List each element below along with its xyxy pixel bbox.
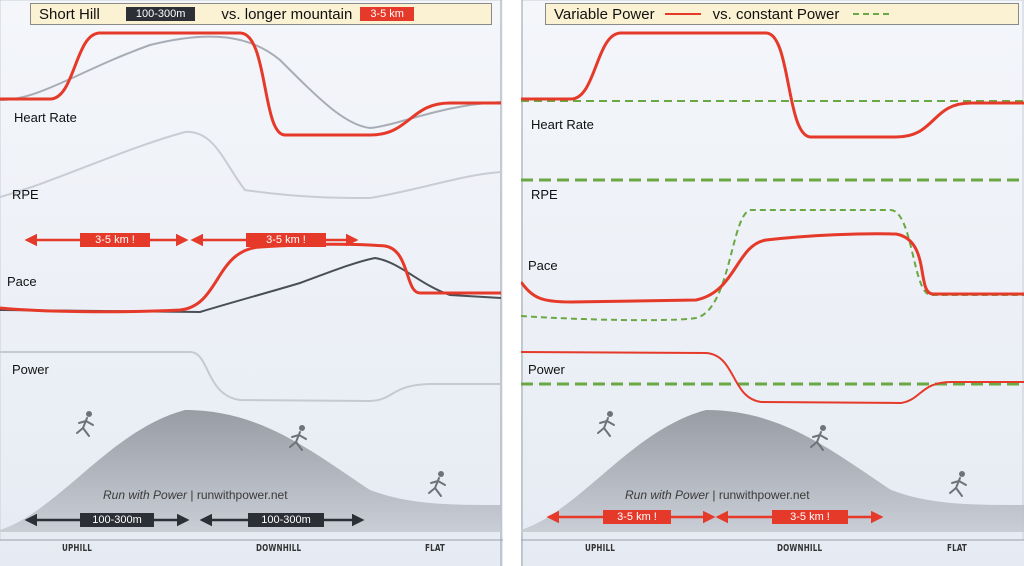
label-heart-rate: Heart Rate: [14, 110, 77, 125]
short-hill-diagram: [0, 0, 503, 566]
label-power: Power: [12, 362, 49, 377]
rpe-curve: [0, 130, 502, 200]
label-pace: Pace: [7, 274, 37, 289]
tag-downhill-100-300m: 100-300m: [248, 513, 324, 527]
terrain-uphill: UPHILL: [62, 543, 92, 554]
runner-icon: [76, 411, 94, 437]
terrain-downhill: DOWNHILL: [777, 543, 823, 554]
pace-short-hill-curve: [0, 242, 501, 314]
runner-icon: [289, 425, 307, 451]
legend-short-hill: Short Hill 100-300m vs. longer mountain …: [30, 3, 492, 25]
pace-variable-power-curve: [521, 232, 1024, 304]
legend-chip-short-hill: 100-300m: [125, 7, 196, 21]
panel-short-hill: Short Hill 100-300m vs. longer mountain …: [0, 0, 503, 566]
tag-uphill-3-5km: 3-5 km !: [80, 233, 150, 247]
power-variable-curve: [521, 351, 1024, 405]
label-heart-rate: Heart Rate: [531, 117, 594, 132]
legend-vs-text: vs. longer mountain: [221, 5, 353, 23]
legend-vs-text: vs. constant Power: [712, 5, 840, 23]
terrain-downhill: DOWNHILL: [256, 543, 302, 554]
pace-mountain-curve: [0, 256, 502, 314]
legend-chip-mountain: 3-5 km: [360, 7, 414, 21]
heart-rate-short-hill-curve: [0, 31, 501, 137]
heart-rate-variable-power-curve: [521, 31, 1024, 139]
tag-downhill-3-5km: 3-5 km !: [246, 233, 326, 247]
brand-watermark: Run with Power | runwithpower.net: [625, 488, 810, 502]
heart-rate-mountain-curve: [0, 35, 502, 130]
runner-icon: [949, 471, 967, 497]
variable-power-diagram: [521, 0, 1024, 566]
brand-watermark: Run with Power | runwithpower.net: [103, 488, 288, 502]
panel-variable-power: Variable Power vs. constant Power Heart …: [521, 0, 1024, 566]
label-rpe: RPE: [531, 187, 558, 202]
runner-icon: [597, 411, 615, 437]
legend-title: Variable Power: [554, 5, 655, 23]
hill-shape: [521, 410, 1024, 532]
runner-icon: [428, 471, 446, 497]
label-power: Power: [528, 362, 565, 377]
tag-downhill-3-5km: 3-5 km !: [772, 510, 848, 524]
terrain-uphill: UPHILL: [585, 543, 615, 554]
legend-swatch-variable: [664, 13, 701, 15]
label-rpe: RPE: [12, 187, 39, 202]
tag-uphill-3-5km: 3-5 km !: [603, 510, 671, 524]
legend-title: Short Hill: [39, 5, 100, 23]
terrain-flat: FLAT: [425, 543, 446, 554]
label-pace: Pace: [528, 258, 558, 273]
legend-swatch-constant: [853, 13, 890, 15]
tag-uphill-100-300m: 100-300m: [80, 513, 154, 527]
legend-variable-power: Variable Power vs. constant Power: [545, 3, 1019, 25]
power-curve: [0, 351, 501, 403]
hill-shape: [0, 410, 501, 532]
terrain-flat: FLAT: [947, 543, 968, 554]
pace-constant-power-curve: [521, 209, 1024, 322]
runner-icon: [810, 425, 828, 451]
